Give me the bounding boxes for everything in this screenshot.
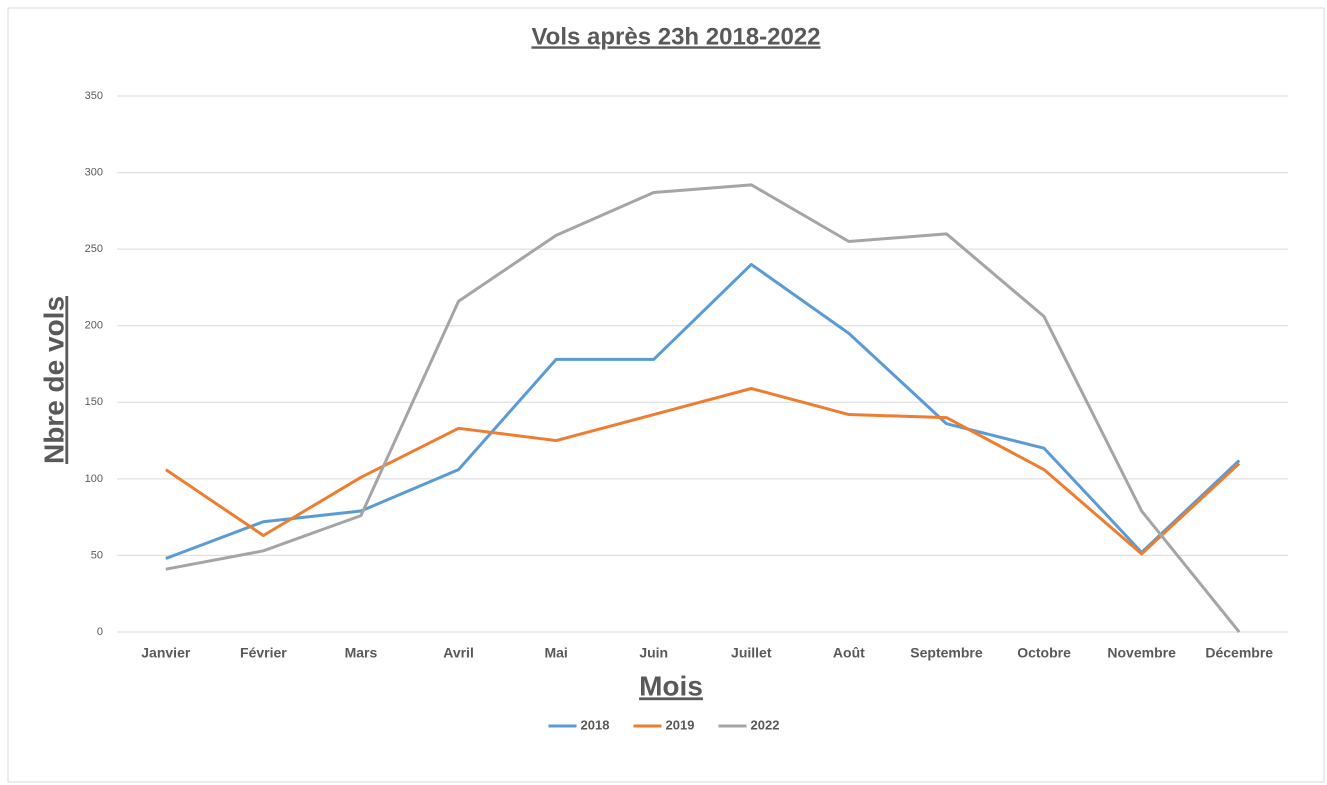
x-tick-label: Mai — [544, 645, 567, 661]
x-tick-label: Avril — [443, 645, 474, 661]
y-tick-label: 200 — [85, 320, 103, 332]
x-tick-label: Février — [240, 645, 287, 661]
y-tick-label: 150 — [85, 396, 103, 408]
y-axis-title: Nbre de vols — [38, 296, 69, 464]
y-tick-label: 0 — [97, 626, 103, 638]
chart-border — [7, 7, 1325, 783]
y-tick-label: 50 — [91, 549, 103, 561]
x-tick-label: Septembre — [910, 645, 983, 661]
x-tick-label: Octobre — [1017, 645, 1071, 661]
chart-title: Vols après 23h 2018-2022 — [531, 23, 820, 50]
x-tick-label: Novembre — [1107, 645, 1176, 661]
y-tick-label: 100 — [85, 473, 103, 485]
x-axis-title: Mois — [639, 670, 703, 701]
legend-label: 2022 — [751, 717, 780, 732]
series-line — [164, 387, 1241, 556]
series-line — [165, 262, 1241, 560]
y-tick-label: 300 — [85, 166, 103, 178]
x-tick-label: Décembre — [1205, 645, 1273, 661]
y-tick-label: 350 — [85, 90, 103, 102]
y-tick-label: 250 — [85, 243, 103, 255]
x-tick-label: Juin — [639, 645, 668, 661]
x-tick-label: Août — [833, 645, 865, 661]
legend-label: 2018 — [581, 717, 610, 732]
series-line — [165, 183, 1241, 633]
x-tick-label: Mars — [345, 645, 378, 661]
x-tick-label: Janvier — [141, 645, 191, 661]
legend-label: 2019 — [666, 717, 695, 732]
x-tick-label: Juillet — [731, 645, 772, 661]
